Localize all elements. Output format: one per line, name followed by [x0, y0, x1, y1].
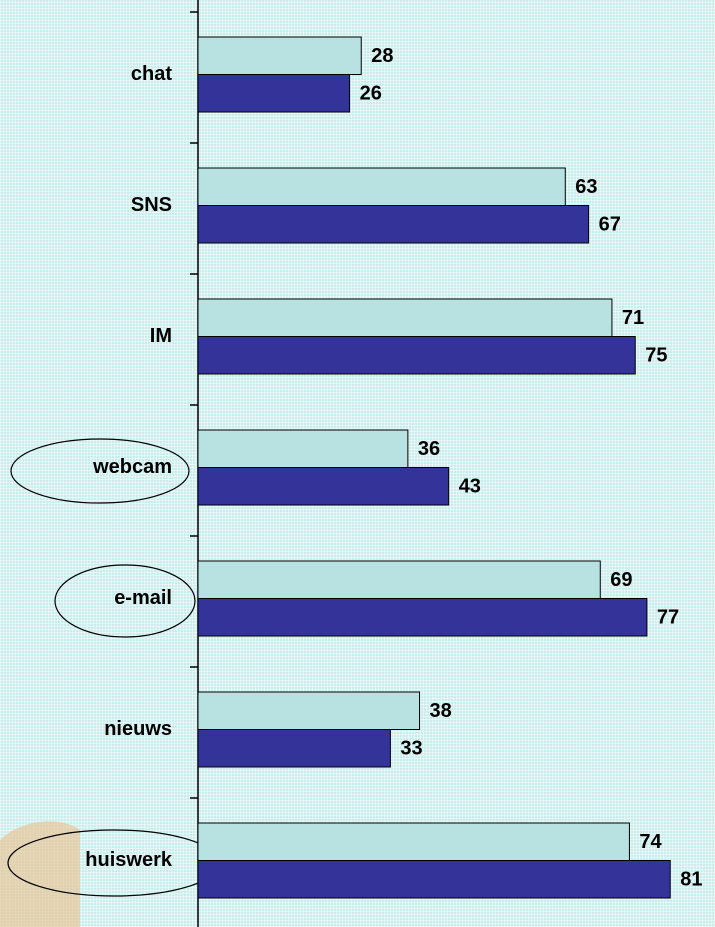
category-label: webcam: [92, 456, 172, 478]
bar: [197, 429, 409, 468]
category-label: e-mail: [114, 587, 172, 609]
bar: [197, 598, 648, 637]
category-label: nieuws: [104, 718, 172, 740]
category-label: SNS: [131, 194, 172, 216]
value-label: 36: [418, 438, 440, 460]
category-label: chat: [131, 63, 172, 85]
bar: [197, 691, 421, 730]
bar: [197, 298, 613, 337]
category-label: huiswerk: [85, 849, 173, 871]
bar: [197, 860, 671, 899]
value-label: 74: [639, 831, 662, 853]
bar: [197, 36, 362, 75]
bar: [197, 205, 590, 244]
value-label: 33: [400, 738, 422, 760]
value-label: 63: [575, 176, 597, 198]
bar: [197, 560, 601, 599]
value-label: 71: [622, 307, 644, 329]
bar: [197, 74, 351, 113]
value-label: 77: [657, 607, 679, 629]
value-label: 38: [430, 700, 452, 722]
value-label: 81: [680, 869, 702, 891]
value-label: 75: [645, 345, 667, 367]
value-label: 28: [371, 45, 393, 67]
highlight-ellipse: [54, 564, 196, 638]
decoration: [0, 821, 80, 927]
highlight-ellipse: [10, 438, 190, 504]
bar: [197, 467, 450, 506]
bar: [197, 336, 636, 375]
value-label: 43: [459, 476, 481, 498]
category-label: IM: [150, 325, 172, 347]
bar: [197, 729, 391, 768]
value-label: 26: [360, 83, 382, 105]
value-label: 67: [599, 214, 621, 236]
value-label: 69: [610, 569, 632, 591]
bar: [197, 822, 630, 861]
bar: [197, 167, 566, 206]
